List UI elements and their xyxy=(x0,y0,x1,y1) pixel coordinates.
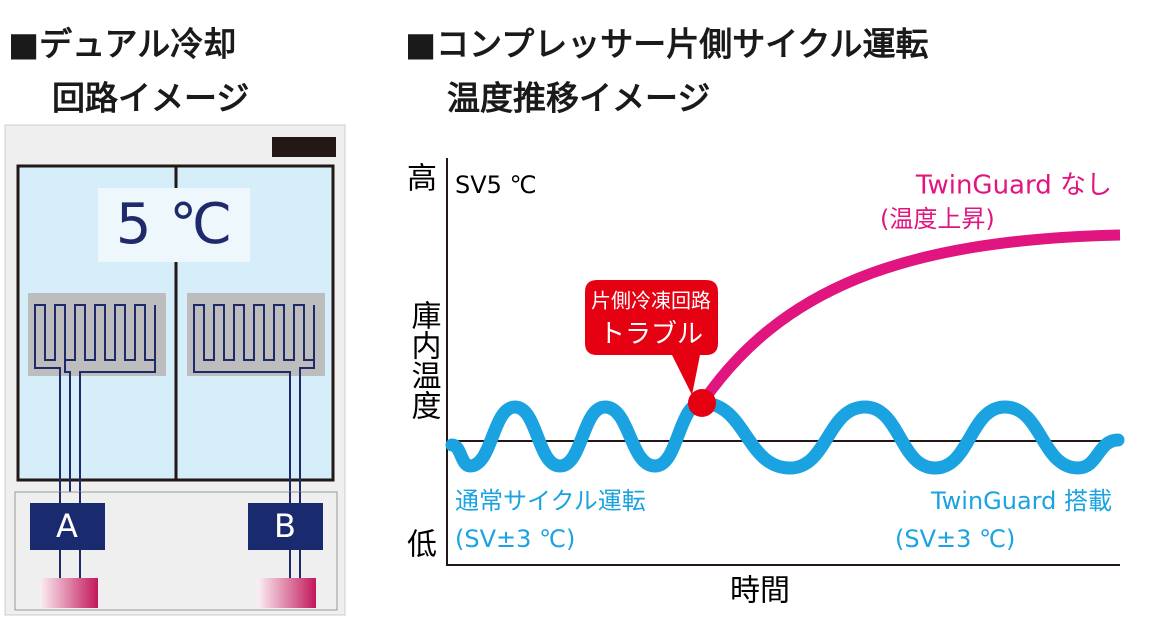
rise-curve xyxy=(697,229,1121,407)
with-label: (SV±3 ℃) xyxy=(895,525,1015,553)
with-label: TwinGuard 搭載 xyxy=(930,487,1112,515)
cabinet xyxy=(4,124,346,616)
callout-text: トラブル xyxy=(599,320,703,350)
right-title: 温度推移イメージ xyxy=(447,79,710,118)
callout xyxy=(585,280,718,395)
right-title: ■コンプレッサー片側サイクル運転 xyxy=(405,25,929,64)
y-high: 高 xyxy=(407,162,437,197)
left-title: 回路イメージ xyxy=(52,79,249,118)
y-low: 低 xyxy=(407,528,437,563)
without-label: (温度上昇) xyxy=(880,205,995,233)
unit-label: B xyxy=(274,507,296,545)
fault-point xyxy=(688,389,716,417)
y-label: 庫内温度 xyxy=(406,300,442,420)
setpoint: SV5 ℃ xyxy=(455,171,537,199)
normal-label: 通常サイクル運転 xyxy=(455,487,646,515)
axes xyxy=(446,158,1120,566)
temperature: 5 ℃ xyxy=(116,192,232,257)
left-title: ■デュアル冷却 xyxy=(8,25,236,64)
normal-label: (SV±3 ℃) xyxy=(455,525,575,553)
unit-label: A xyxy=(56,507,78,545)
without-label: TwinGuard なし xyxy=(915,171,1112,201)
normal-curve xyxy=(445,396,1125,475)
x-label: 時間 xyxy=(730,574,790,609)
callout-text: 片側冷凍回路 xyxy=(591,289,711,313)
